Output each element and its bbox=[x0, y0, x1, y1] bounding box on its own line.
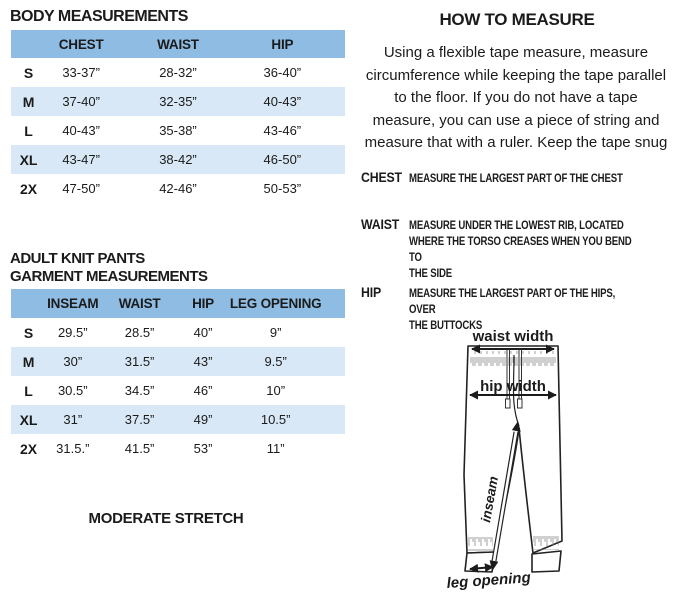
how-to-measure-intro: Using a flexible tape measure, measure c… bbox=[364, 44, 668, 151]
size-label: 2X bbox=[19, 440, 38, 457]
waist-value: 41.5” bbox=[124, 441, 155, 456]
table-row: M 37-40” 32-35” 40-43” bbox=[11, 87, 345, 116]
hip-value: 46-50” bbox=[263, 152, 302, 167]
waist-value: 32-35” bbox=[159, 94, 197, 109]
hip-width-label: hip width bbox=[480, 378, 546, 395]
leg-opening-label: leg opening bbox=[446, 569, 531, 592]
hip-term-label: HIP bbox=[361, 284, 382, 300]
waist-width-label: waist width bbox=[472, 328, 554, 345]
size-label: 2X bbox=[19, 180, 38, 197]
size-label: M bbox=[22, 93, 35, 110]
hip-value: 46” bbox=[193, 383, 213, 398]
waist-value: 28-32” bbox=[159, 65, 197, 80]
size-label: S bbox=[23, 64, 34, 81]
table-row: 2X 31.5.” 41.5” 53” 11” bbox=[11, 434, 345, 463]
leg-opening-value: 10” bbox=[266, 383, 286, 398]
leg-opening-value: 10.5” bbox=[260, 412, 291, 427]
leg-opening-column-header: LEG OPENING bbox=[229, 296, 322, 311]
hip-value: 43” bbox=[193, 354, 213, 369]
waist-value: 35-38” bbox=[159, 123, 197, 138]
leg-opening-arrow bbox=[469, 563, 494, 573]
table-row: S 33-37” 28-32” 36-40” bbox=[11, 58, 345, 87]
table-header-row: CHEST WAIST HIP bbox=[11, 30, 345, 58]
inseam-column-header: INSEAM bbox=[47, 296, 99, 311]
inseam-value: 29.5” bbox=[57, 325, 88, 340]
inseam-value: 31.5.” bbox=[56, 441, 90, 456]
hip-value: 53” bbox=[193, 441, 213, 456]
hip-value: 36-40” bbox=[263, 65, 302, 80]
garment-measurements-title: ADULT KNIT PANTS GARMENT MEASUREMENTS bbox=[10, 250, 208, 285]
waist-value: 37.5” bbox=[124, 412, 155, 427]
inseam-value: 30” bbox=[63, 354, 83, 369]
waist-term-label: WAIST bbox=[361, 216, 400, 232]
leg-opening-value: 11” bbox=[266, 441, 285, 456]
chest-column-header: CHEST bbox=[58, 36, 104, 52]
leg-opening-value: 9” bbox=[269, 325, 282, 340]
waist-value: 38-42” bbox=[159, 152, 197, 167]
waist-value: 34.5” bbox=[124, 383, 155, 398]
hip-column-header: HIP bbox=[271, 36, 294, 52]
body-measurements-table: CHEST WAIST HIP S 33-37” 28-32” 36-40” M… bbox=[11, 30, 345, 203]
hip-column-header: HIP bbox=[192, 296, 214, 311]
size-label: M bbox=[22, 353, 35, 370]
waist-value: 31.5” bbox=[124, 354, 155, 369]
table-row: 2X 47-50” 42-46” 50-53” bbox=[11, 174, 345, 203]
chest-term-label: CHEST bbox=[361, 169, 402, 185]
stretch-note: MODERATE STRETCH bbox=[88, 510, 244, 527]
waist-column-header: WAIST bbox=[118, 296, 161, 311]
hip-value: 40” bbox=[193, 325, 213, 340]
inseam-arrow bbox=[489, 421, 521, 571]
size-label: L bbox=[24, 382, 33, 399]
waist-term-definition: MEASURE UNDER THE LOWEST RIB, LOCATED WH… bbox=[409, 218, 632, 280]
inseam-value: 31” bbox=[63, 412, 83, 427]
size-label: S bbox=[23, 324, 34, 341]
pants-measurement-diagram: waist width hip width inseam leg opening bbox=[446, 328, 563, 592]
waist-column-header: WAIST bbox=[157, 36, 199, 52]
hip-value: 49” bbox=[193, 412, 213, 427]
chest-value: 37-40” bbox=[62, 94, 100, 109]
waist-value: 42-46” bbox=[159, 181, 197, 196]
size-label: L bbox=[24, 122, 33, 139]
hip-term-definition: MEASURE THE LARGEST PART OF THE HIPS, OV… bbox=[409, 286, 616, 332]
size-label: XL bbox=[19, 411, 38, 428]
how-to-measure-title: HOW TO MEASURE bbox=[439, 10, 595, 29]
hip-value: 40-43” bbox=[263, 94, 302, 109]
table-header-row: INSEAM WAIST HIP LEG OPENING bbox=[11, 289, 345, 318]
table-row: XL 43-47” 38-42” 46-50” bbox=[11, 145, 345, 174]
chest-value: 43-47” bbox=[62, 152, 100, 167]
leg-opening-value: 9.5” bbox=[264, 354, 287, 369]
inseam-value: 30.5” bbox=[57, 383, 88, 398]
table-row: S 29.5” 28.5” 40” 9” bbox=[11, 318, 345, 347]
body-measurements-title: BODY MEASUREMENTS bbox=[10, 8, 188, 25]
table-row: L 40-43” 35-38” 43-46” bbox=[11, 116, 345, 145]
table-row: L 30.5” 34.5” 46” 10” bbox=[11, 376, 345, 405]
chest-value: 40-43” bbox=[62, 123, 100, 138]
garment-measurements-table: INSEAM WAIST HIP LEG OPENING S 29.5” 28.… bbox=[11, 289, 345, 463]
chest-term-definition: MEASURE THE LARGEST PART OF THE CHEST bbox=[409, 171, 623, 185]
chest-value: 33-37” bbox=[62, 65, 100, 80]
table-row: M 30” 31.5” 43” 9.5” bbox=[11, 347, 345, 376]
hip-value: 50-53” bbox=[263, 181, 302, 196]
table-row: XL 31” 37.5” 49” 10.5” bbox=[11, 405, 345, 434]
size-label: XL bbox=[19, 151, 38, 168]
chest-value: 47-50” bbox=[62, 181, 100, 196]
hip-value: 43-46” bbox=[263, 123, 302, 138]
waist-value: 28.5” bbox=[124, 325, 155, 340]
